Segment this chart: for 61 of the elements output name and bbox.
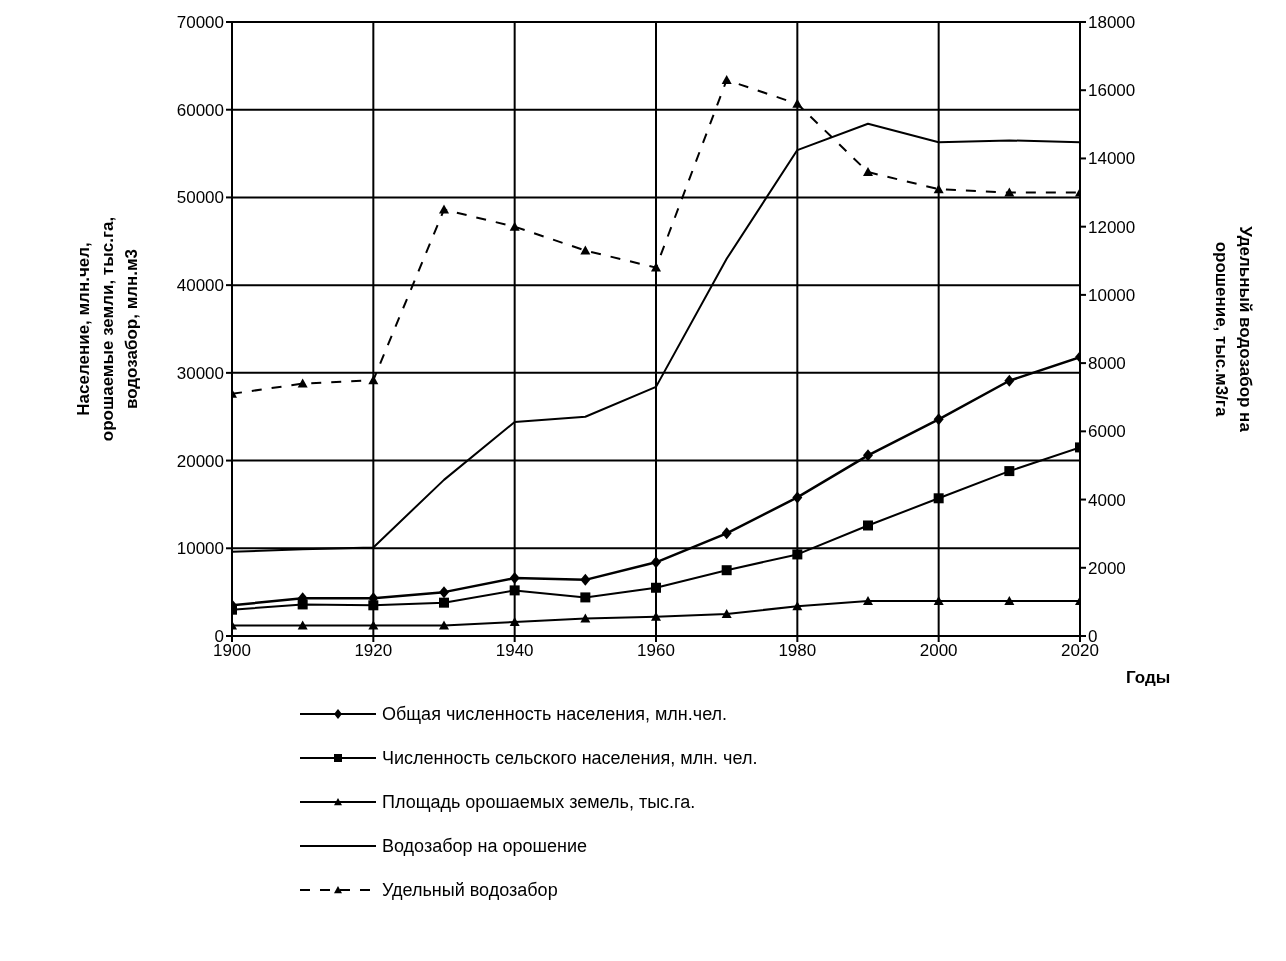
x-tick-label: 1960 [637, 641, 675, 661]
y2-tick-label: 18000 [1088, 13, 1136, 33]
x-tick-label: 1940 [495, 641, 534, 661]
point [509, 221, 520, 231]
y2-tick-label: 12000 [1088, 217, 1136, 237]
y-tick-label: 40000 [176, 276, 224, 296]
point [1004, 595, 1015, 605]
y2-tick-label: 2000 [1088, 558, 1126, 578]
point [863, 595, 873, 605]
x-tick-label: 1920 [354, 641, 393, 661]
point [439, 586, 449, 599]
point [651, 582, 661, 593]
y2-tick-label: 14000 [1088, 149, 1136, 169]
point [721, 565, 732, 576]
point [509, 585, 520, 596]
y-tick-label: 50000 [176, 188, 224, 208]
point [509, 572, 520, 585]
point [792, 549, 803, 560]
point [368, 375, 379, 385]
point [297, 599, 308, 610]
y2-axis-title: Удельный водозабор на орошение, тыс.м3/га [1211, 226, 1256, 432]
y-tick-label: 70000 [176, 13, 224, 33]
point [368, 600, 379, 611]
x-tick-label: 1980 [778, 641, 817, 661]
point [792, 98, 803, 108]
y-tick-label: 30000 [176, 363, 224, 383]
x-axis-title: Годы [1126, 668, 1171, 688]
y2-tick-label: 4000 [1088, 490, 1126, 510]
y-tick-label: 20000 [176, 451, 224, 471]
legend-label: Численность сельского населения, млн. чел. [382, 747, 758, 769]
point [1004, 187, 1015, 197]
point [580, 245, 591, 255]
point [863, 520, 873, 531]
point [439, 597, 449, 608]
point [933, 413, 944, 426]
legend-label: Удельный водозабор [382, 879, 558, 901]
point [1004, 374, 1015, 387]
point [297, 378, 308, 388]
point [1004, 466, 1015, 477]
point [580, 573, 591, 586]
x-tick-label: 2000 [919, 641, 958, 661]
point [933, 184, 944, 194]
legend-label: Площадь орошаемых земель, тыс.га. [382, 791, 696, 813]
y2-tick-label: 16000 [1088, 81, 1136, 101]
point [792, 491, 803, 504]
point [439, 204, 449, 214]
y2-tick-label: 6000 [1088, 422, 1126, 442]
point [721, 74, 732, 84]
y2-tick-label: 10000 [1088, 285, 1136, 305]
point [721, 527, 732, 540]
y-tick-label: 60000 [176, 100, 224, 120]
y2-tick-label: 8000 [1088, 354, 1126, 374]
y-tick-label: 10000 [176, 539, 224, 559]
point [933, 493, 944, 504]
legend-label: Общая численность населения, млн.чел. [382, 703, 728, 725]
point [721, 609, 732, 619]
legend-label: Водозабор на орошение [382, 835, 587, 857]
point [863, 167, 873, 177]
point [580, 592, 591, 603]
y-axis-title: Население, млн.чел, орошаемые земли, тыс.га, водозабор, млн.м3 [73, 216, 142, 442]
point [792, 601, 803, 611]
